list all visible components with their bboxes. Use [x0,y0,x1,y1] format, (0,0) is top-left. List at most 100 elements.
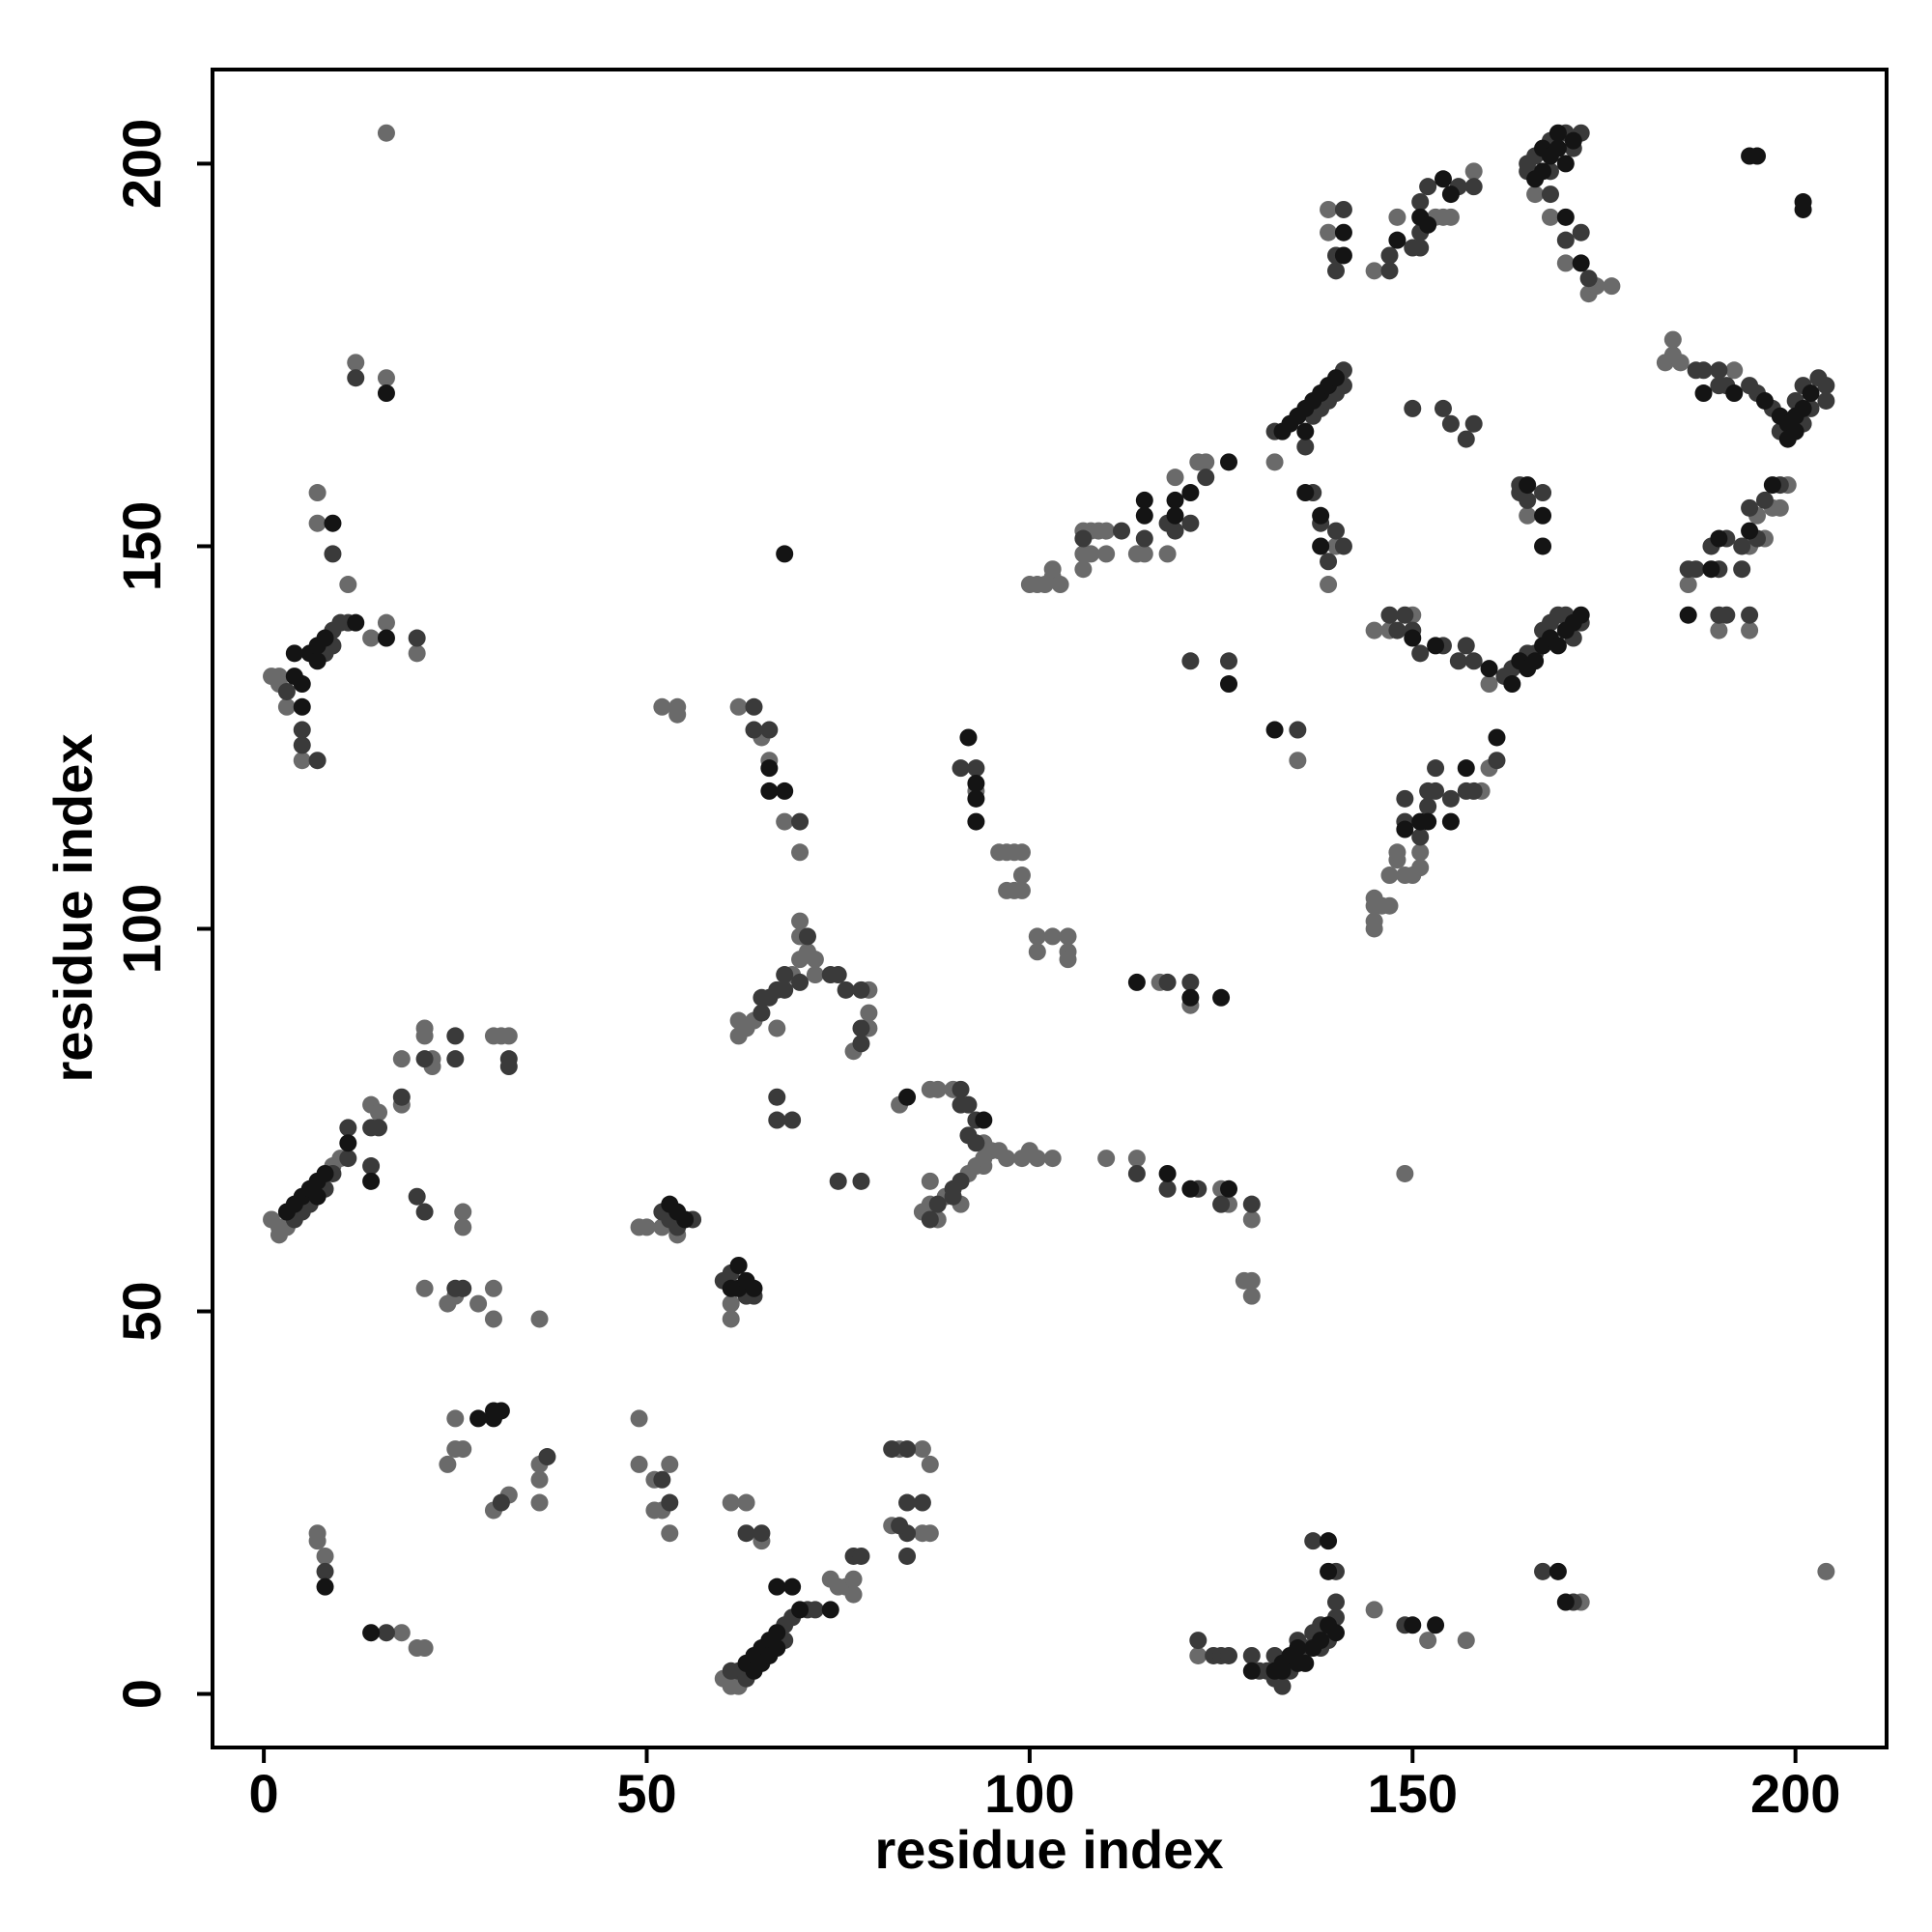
scatter-point [975,1150,993,1168]
scatter-point [1488,752,1506,770]
scatter-point [791,812,810,831]
scatter-point [852,1172,870,1190]
scatter-point [1158,545,1177,563]
scatter-point [1296,438,1315,456]
scatter-point [722,1310,740,1328]
scatter-point [1464,178,1483,196]
scatter-point [1464,162,1483,181]
scatter-point [377,629,395,647]
scatter-point [1334,200,1352,218]
scatter-point [928,1195,947,1213]
scatter-point [1419,797,1437,815]
scatter-point [1404,1616,1422,1634]
scatter-point [1480,660,1498,678]
scatter-point [1135,491,1153,509]
scatter-point [1189,1632,1208,1650]
scatter-point [1365,920,1383,938]
scatter-point [362,1624,381,1642]
scatter-point [1197,453,1215,471]
scatter-point [454,1218,472,1236]
scatter-point [1434,399,1452,417]
scatter-point [883,1440,901,1459]
scatter-point [1135,506,1153,525]
scatter-point [316,1164,334,1182]
scatter-point [1449,652,1467,670]
scatter-point [1097,1150,1116,1168]
scatter-point [415,1639,434,1658]
scatter-point [308,752,327,770]
scatter-point [454,1203,472,1221]
scatter-point [1519,506,1537,525]
scatter-point [1242,1195,1261,1213]
scatter-point [1289,721,1307,739]
scatter-point [1534,162,1552,181]
scatter-point [729,1256,748,1274]
scatter-point [293,736,311,754]
scatter-point [913,1524,931,1543]
scatter-point [1135,529,1153,548]
scatter-point [1074,529,1093,548]
scatter-point [308,652,327,670]
scatter-point [630,1455,648,1473]
scatter-point [446,1027,465,1045]
scatter-point [1326,1624,1345,1642]
scatter-point [653,697,671,716]
scatter-point [1548,1562,1567,1580]
scatter-point [1526,185,1545,204]
scatter-point [1388,231,1406,249]
scatter-point [362,629,381,647]
scatter-point [653,1470,671,1489]
scatter-point [1794,200,1812,218]
scatter-point [1220,1179,1238,1198]
scatter-point [530,1470,549,1489]
scatter-point [1710,529,1728,548]
scatter-point [1158,1164,1177,1182]
scatter-point [1419,812,1437,831]
scatter-point [1687,560,1705,579]
scatter-point [1312,1632,1330,1650]
scatter-point [913,1440,931,1459]
scatter-point [1526,652,1545,670]
plot-frame [211,68,1889,1749]
scatter-point [661,1524,679,1543]
scatter-point [783,1577,802,1596]
scatter-point [454,1279,472,1297]
scatter-point [1242,1210,1261,1229]
scatter-point [1817,1562,1835,1580]
scatter-point [1289,752,1307,770]
scatter-point [1242,1662,1261,1680]
scatter-point [952,759,970,778]
scatter-point [1326,522,1345,540]
scatter-point [891,1517,909,1535]
scatter-point [737,1493,755,1512]
scatter-point [1427,781,1445,800]
y-tick-label: 150 [111,501,172,591]
scatter-point [1097,522,1116,540]
scatter-point [1794,399,1812,417]
scatter-point [1411,193,1430,212]
y-tick-label: 50 [111,1281,172,1341]
scatter-point [1519,476,1537,495]
scatter-point [1441,812,1460,831]
scatter-point [1741,621,1759,639]
scatter-point [439,1294,457,1313]
scatter-point [446,1050,465,1068]
scatter-point [1242,1646,1261,1664]
scatter-point [1012,843,1031,862]
scatter-point [1427,1616,1445,1634]
scatter-point [959,728,978,747]
scatter-point [1127,1164,1146,1182]
scatter-point [928,1080,947,1098]
scatter-point [308,1532,327,1550]
scatter-point [913,1493,931,1512]
y-tick-label: 0 [111,1679,172,1709]
scatter-point [975,1111,993,1129]
scatter-point [1220,675,1238,694]
scatter-point [1380,606,1399,624]
scatter-point [791,1601,810,1619]
scatter-point [1320,576,1338,594]
scatter-point [1181,484,1200,502]
scatter-point [1082,545,1100,563]
scatter-point [285,644,303,663]
x-tick-label: 200 [1750,1763,1840,1824]
